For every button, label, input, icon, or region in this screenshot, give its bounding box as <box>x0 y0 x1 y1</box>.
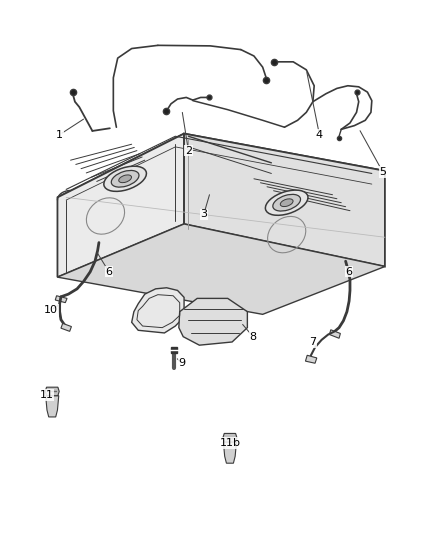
Ellipse shape <box>104 166 146 191</box>
Text: 11: 11 <box>39 390 53 400</box>
Polygon shape <box>57 134 385 235</box>
Polygon shape <box>132 288 184 333</box>
Text: 9: 9 <box>178 358 185 368</box>
Polygon shape <box>61 324 71 332</box>
Text: 11b: 11b <box>219 438 240 448</box>
Text: 10: 10 <box>44 305 58 315</box>
Polygon shape <box>184 134 385 266</box>
Text: 7: 7 <box>309 337 316 347</box>
Polygon shape <box>179 298 247 345</box>
Polygon shape <box>57 134 184 277</box>
Polygon shape <box>305 356 317 364</box>
Polygon shape <box>46 395 59 417</box>
Text: 4: 4 <box>316 130 323 140</box>
Text: 8: 8 <box>250 332 257 342</box>
Ellipse shape <box>280 199 293 207</box>
Ellipse shape <box>265 190 308 215</box>
Polygon shape <box>223 442 237 463</box>
Ellipse shape <box>119 175 131 183</box>
Polygon shape <box>57 224 385 314</box>
Ellipse shape <box>111 171 139 187</box>
Text: 1: 1 <box>56 130 63 140</box>
Polygon shape <box>55 296 67 303</box>
Text: 3: 3 <box>200 209 207 220</box>
Polygon shape <box>223 433 237 442</box>
Text: 5: 5 <box>379 167 386 177</box>
Text: 6: 6 <box>106 267 113 277</box>
Polygon shape <box>45 387 59 395</box>
Ellipse shape <box>273 195 300 211</box>
Text: 6: 6 <box>346 267 353 277</box>
Text: 2: 2 <box>185 146 192 156</box>
Polygon shape <box>329 330 340 338</box>
